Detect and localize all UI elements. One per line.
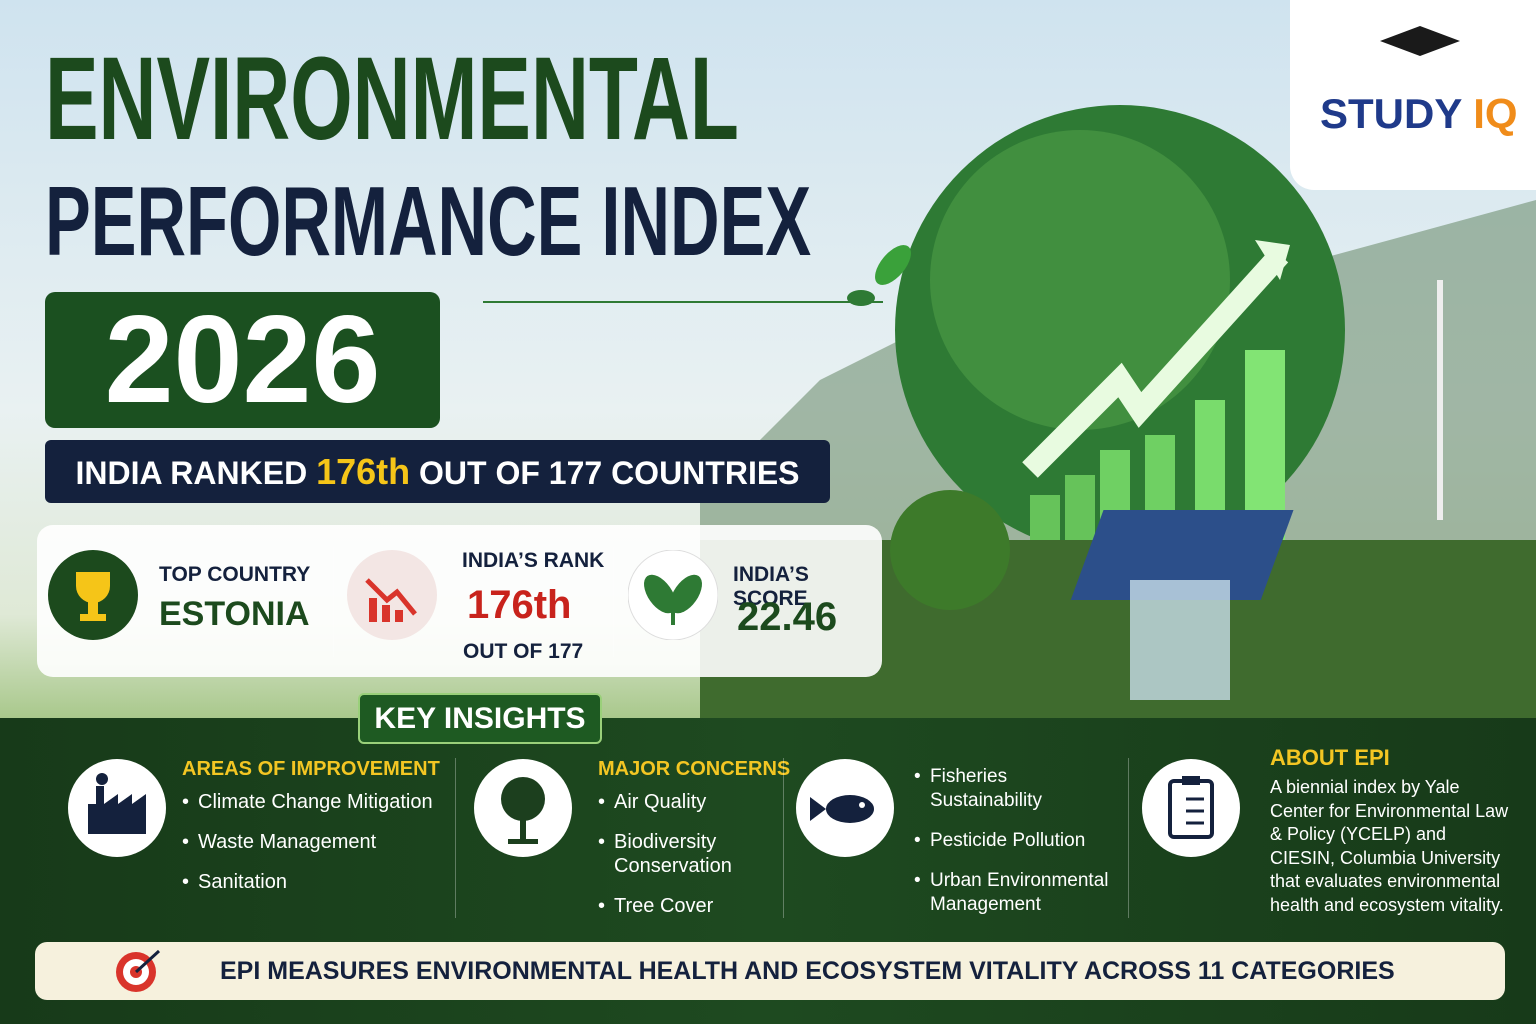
list-item: Climate Change Mitigation	[182, 790, 433, 814]
footer-text: EPI MEASURES ENVIRONMENTAL HEALTH AND EC…	[220, 957, 1395, 985]
banner-rank: 176th	[316, 451, 411, 492]
logo-text: STUDY IQ	[1320, 90, 1518, 138]
insights-title: KEY INSIGHTS	[358, 693, 602, 744]
trophy-icon	[48, 550, 138, 640]
improvement-list: Climate Change Mitigation Waste Managemen…	[182, 790, 433, 910]
about-text: A biennial index by Yale Center for Envi…	[1270, 777, 1509, 915]
stat-value: 22.46	[737, 595, 838, 639]
list-item: Pesticide Pollution	[914, 829, 1124, 853]
stat-label: INDIA’S RANK	[462, 549, 605, 572]
fish-icon	[796, 759, 894, 857]
list-item: Waste Management	[182, 830, 433, 854]
title-line2: PERFORMANCE INDEX	[45, 166, 812, 276]
section-heading: AREAS OF IMPROVEMENT	[182, 758, 440, 780]
banner-lead: INDIA RANKED	[75, 455, 308, 491]
section-heading: MAJOR CONCERNS	[598, 758, 791, 780]
stat-label: INDIA’S SCORE	[733, 563, 809, 610]
globe-scene	[700, 105, 1536, 720]
logo: STUDY IQ	[1290, 0, 1536, 190]
tree-icon	[474, 759, 572, 857]
list-item: Tree Cover	[598, 894, 758, 918]
stat-value: ESTONIA	[159, 595, 310, 633]
title-line1: ENVIRONMENTAL	[45, 33, 739, 165]
cap-icon	[1380, 26, 1460, 56]
stat-value: 176th	[467, 583, 572, 627]
stat-label: TOP COUNTRY	[159, 563, 311, 586]
concerns-list: Air Quality Biodiversity Conservation Tree…	[598, 790, 758, 934]
list-item: Fisheries Sustainability	[914, 765, 1124, 813]
divider	[1128, 758, 1129, 918]
year: 2026	[45, 292, 440, 428]
factory-icon	[68, 759, 166, 857]
section-heading: ABOUT EPI	[1270, 745, 1390, 770]
footer-bar: EPI MEASURES ENVIRONMENTAL HEALTH AND EC…	[35, 942, 1505, 1000]
list-item: Urban Environmental Management	[914, 869, 1124, 917]
list-item: Air Quality	[598, 790, 758, 814]
list-item: Biodiversity Conservation	[598, 830, 758, 878]
ranking-banner: INDIA RANKED 176th OUT OF 177 COUNTRIES	[45, 440, 830, 503]
leaf-icon	[628, 550, 718, 640]
other-concerns-list: Fisheries Sustainability Pesticide Pollut…	[914, 765, 1124, 933]
target-icon	[116, 949, 161, 992]
divider	[455, 758, 456, 918]
leaf-line	[483, 245, 911, 306]
divider	[613, 547, 614, 657]
stats-card: TOP COUNTRY ESTONIA INDIA’S RANK 176th O…	[37, 525, 882, 677]
logo-part2: IQ	[1473, 90, 1518, 137]
clipboard-icon	[1142, 759, 1240, 857]
rank-icon	[347, 550, 437, 640]
divider	[783, 758, 784, 918]
logo-part1: STUDY	[1320, 90, 1462, 137]
list-item: Sanitation	[182, 870, 433, 894]
divider	[333, 547, 334, 657]
banner-tail: OUT OF 177 COUNTRIES	[419, 455, 800, 491]
stat-note: OUT OF 177	[463, 640, 584, 663]
